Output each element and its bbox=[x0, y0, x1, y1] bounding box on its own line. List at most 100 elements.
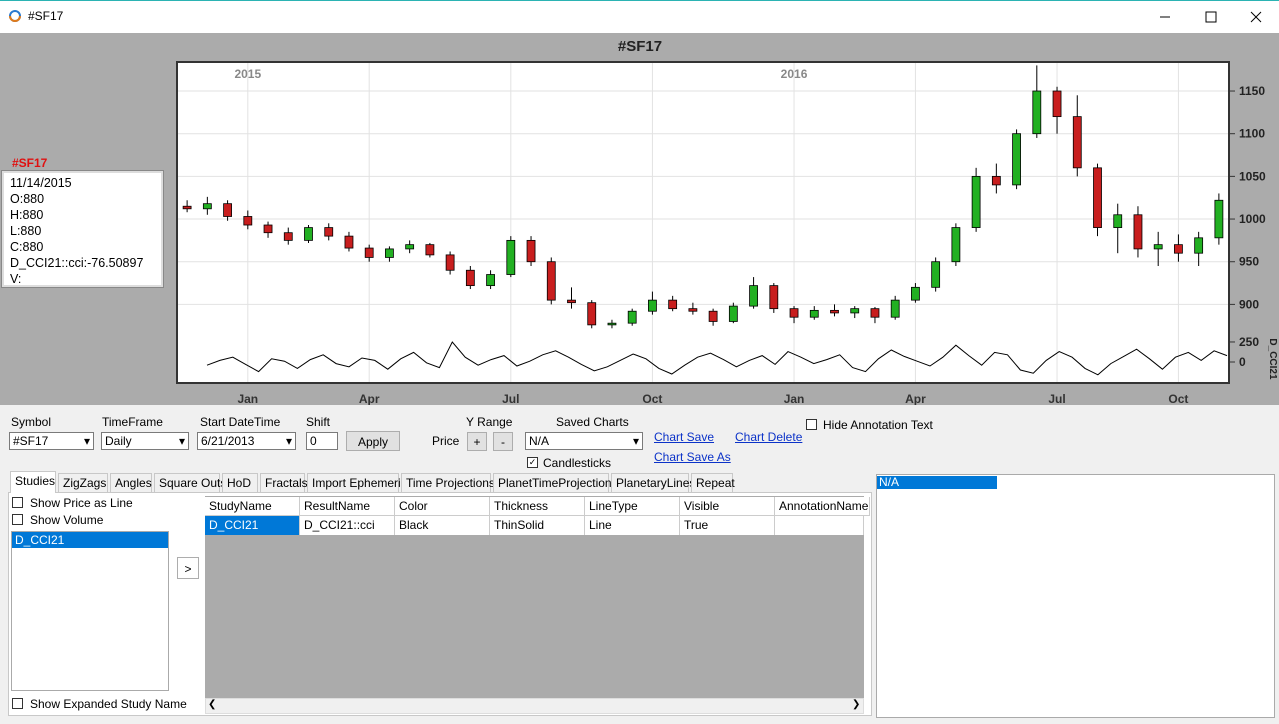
column-header[interactable]: Thickness bbox=[490, 497, 585, 516]
app-icon bbox=[9, 10, 21, 22]
checkbox[interactable]: ✓ bbox=[527, 457, 538, 468]
candle-body bbox=[506, 239, 516, 275]
apply-button[interactable]: Apply bbox=[346, 431, 400, 451]
tab[interactable]: PlanetaryLines bbox=[611, 473, 695, 492]
y-tick-label: 1050 bbox=[1239, 169, 1266, 183]
candle-body bbox=[708, 310, 718, 322]
candle-body bbox=[1072, 116, 1082, 169]
list-item[interactable]: D_CCI21 bbox=[12, 532, 168, 548]
tab[interactable]: Repeat bbox=[691, 473, 735, 492]
candle-body bbox=[344, 235, 354, 249]
checkbox-label[interactable]: Show Volume bbox=[30, 513, 104, 527]
move-button[interactable]: > bbox=[177, 557, 199, 579]
candle-body bbox=[587, 302, 597, 326]
tab[interactable]: PlanetTimeProjections bbox=[493, 473, 618, 492]
candle-body bbox=[1174, 244, 1183, 254]
y-tick-label: 250 bbox=[1239, 335, 1259, 349]
tab[interactable]: Square Outs bbox=[154, 473, 226, 492]
link[interactable]: Chart Save bbox=[654, 430, 715, 444]
annotation-list bbox=[876, 474, 1275, 718]
grid-cell[interactable]: Line bbox=[585, 516, 680, 535]
candle-body bbox=[486, 274, 495, 287]
column-header[interactable]: Visible bbox=[680, 497, 775, 516]
info-line: L:880 bbox=[10, 224, 42, 238]
timeframe-combo[interactable]: Daily bbox=[101, 432, 189, 450]
label: Saved Charts bbox=[556, 415, 629, 429]
indicator-line bbox=[206, 341, 1228, 376]
tab[interactable]: Import Ephemeris bbox=[307, 473, 407, 492]
tab[interactable]: Studies bbox=[10, 471, 56, 493]
x-tick-label: Oct bbox=[642, 392, 662, 405]
column-header[interactable]: AnnotationName bbox=[775, 497, 870, 516]
checkbox[interactable] bbox=[806, 419, 817, 430]
checkbox[interactable] bbox=[12, 497, 23, 508]
tab[interactable]: Time Projections bbox=[401, 473, 495, 492]
saved-combo[interactable]: N/A bbox=[525, 432, 643, 450]
grid-cell[interactable]: True bbox=[680, 516, 775, 535]
x-tick-label: Jul bbox=[1048, 392, 1065, 405]
checkbox-label[interactable]: Show Expanded Study Name bbox=[30, 697, 187, 711]
scroll-arrow[interactable]: ❮ bbox=[208, 699, 217, 710]
start-combo[interactable]: 6/21/2013 bbox=[197, 432, 296, 450]
candle-body bbox=[769, 285, 779, 310]
x-tick-label: Oct bbox=[1168, 392, 1188, 405]
tab[interactable]: ZigZags bbox=[58, 473, 108, 492]
candle-body bbox=[405, 244, 415, 250]
grid-cell[interactable]: D_CCI21::cci bbox=[300, 516, 395, 535]
tab[interactable]: Fractals bbox=[260, 473, 308, 492]
label: Y Range bbox=[466, 415, 513, 429]
candle-body bbox=[465, 269, 475, 287]
column-header[interactable]: LineType bbox=[585, 497, 680, 516]
checkbox-label[interactable]: Hide Annotation Text bbox=[823, 418, 933, 432]
candle-body bbox=[607, 322, 617, 326]
year-label: 2015 bbox=[234, 67, 261, 81]
link[interactable]: Chart Save As bbox=[654, 450, 731, 464]
window-title: #SF17 bbox=[28, 9, 64, 23]
candle-body bbox=[991, 175, 1001, 186]
list-item[interactable]: N/A bbox=[877, 476, 997, 489]
candle-body bbox=[809, 309, 819, 318]
link[interactable]: Chart Delete bbox=[735, 430, 803, 444]
symbol-combo[interactable]: #SF17 bbox=[9, 432, 94, 450]
column-header[interactable]: Color bbox=[395, 497, 490, 516]
candle-body bbox=[385, 248, 394, 258]
scroll-arrow[interactable]: ❯ bbox=[852, 699, 861, 710]
grid-cell[interactable]: ThinSolid bbox=[490, 516, 585, 535]
plus-button[interactable]: + bbox=[467, 432, 487, 451]
grid-cell[interactable]: D_CCI21 bbox=[205, 516, 300, 535]
candle-body bbox=[425, 244, 435, 256]
checkbox-label[interactable]: Show Price as Line bbox=[30, 496, 133, 510]
checkbox-label[interactable]: Candlesticks bbox=[543, 456, 612, 470]
y-tick-label: 1100 bbox=[1239, 127, 1265, 141]
candle-body bbox=[890, 299, 900, 318]
candle-body bbox=[263, 224, 273, 234]
shift-input[interactable]: 0 bbox=[306, 432, 338, 450]
candle-body bbox=[648, 299, 657, 312]
grid-cell[interactable]: Black bbox=[395, 516, 490, 535]
label: TimeFrame bbox=[102, 415, 163, 429]
window-buttons[interactable] bbox=[1150, 6, 1275, 28]
x-tick-label: Jan bbox=[784, 392, 805, 405]
candle-body bbox=[526, 239, 536, 263]
candle-body bbox=[324, 227, 334, 237]
candle-body bbox=[931, 261, 941, 288]
checkbox[interactable] bbox=[12, 514, 23, 525]
candle-body bbox=[304, 227, 313, 241]
tab[interactable]: HoD bbox=[222, 473, 258, 492]
minus-button[interactable]: - bbox=[493, 432, 513, 451]
checkbox[interactable] bbox=[12, 698, 23, 709]
y-tick-label: 950 bbox=[1239, 255, 1259, 269]
column-header[interactable]: StudyName bbox=[205, 497, 300, 516]
candle-body bbox=[951, 227, 961, 263]
column-header[interactable]: ResultName bbox=[300, 497, 395, 516]
candle-body bbox=[546, 261, 556, 301]
plot-area bbox=[176, 61, 1230, 384]
scrollbar[interactable] bbox=[205, 698, 864, 714]
candle-body bbox=[1214, 199, 1224, 239]
year-label: 2016 bbox=[781, 67, 808, 81]
label: Price bbox=[432, 434, 460, 448]
info-line: C:880 bbox=[10, 240, 44, 254]
candle-body bbox=[1153, 244, 1163, 250]
tab[interactable]: Angles bbox=[110, 473, 152, 492]
candle-body bbox=[1093, 167, 1102, 228]
